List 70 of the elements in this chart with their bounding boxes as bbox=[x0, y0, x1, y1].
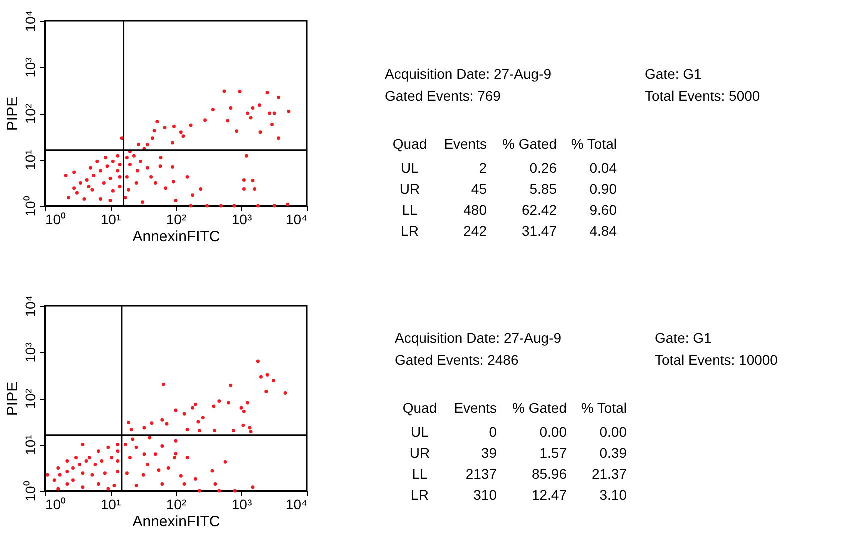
x-axis-title: AnnexinFITC bbox=[132, 228, 220, 246]
text: 0.00 bbox=[540, 424, 568, 440]
text: 0.00 bbox=[600, 424, 628, 440]
x-tick-label: 10³ bbox=[232, 212, 252, 228]
text: 12.47 bbox=[532, 487, 568, 503]
text: Gated Events: 2486 bbox=[395, 352, 519, 368]
text: 21.37 bbox=[592, 466, 628, 482]
y-tick-label: 10¹ bbox=[22, 434, 38, 456]
text: UR bbox=[400, 181, 420, 197]
text: % Total bbox=[571, 136, 617, 152]
text: LL bbox=[412, 466, 428, 482]
y-tick-label: 10³ bbox=[22, 57, 38, 78]
text: Quad bbox=[402, 400, 438, 416]
text: Total Events: 10000 bbox=[655, 352, 778, 368]
y-tick-label: 10⁴ bbox=[22, 10, 38, 32]
x-tick-label: 10⁰ bbox=[46, 212, 66, 228]
x-tick-label: 10⁴ bbox=[286, 496, 308, 512]
y-tick-label: 10³ bbox=[22, 342, 38, 363]
text: 9.60 bbox=[590, 202, 618, 218]
text: Gated Events: 769 bbox=[385, 88, 502, 104]
x-tick-label: 10⁰ bbox=[46, 496, 66, 512]
text: 0.04 bbox=[590, 160, 618, 176]
text: 5.85 bbox=[530, 181, 558, 197]
text: 85.96 bbox=[532, 466, 568, 482]
text: Total Events: 5000 bbox=[645, 88, 760, 104]
text: Acquisition Date: 27-Aug-9 bbox=[385, 66, 552, 82]
y-tick-label: 10² bbox=[22, 104, 38, 124]
text: 0.26 bbox=[530, 160, 558, 176]
x-tick-label: 10¹ bbox=[100, 212, 122, 228]
text: Events bbox=[444, 136, 487, 152]
text: 62.42 bbox=[522, 202, 558, 218]
text: LL bbox=[402, 202, 418, 218]
text: 480 bbox=[464, 202, 488, 218]
text: Gate: G1 bbox=[655, 330, 712, 346]
text: 31.47 bbox=[522, 223, 558, 239]
text: % Gated bbox=[502, 136, 557, 152]
x-tick-label: 10¹ bbox=[100, 496, 122, 512]
y-axis-title: PIPE bbox=[4, 382, 22, 416]
text: % Gated bbox=[512, 400, 567, 416]
text: 310 bbox=[474, 487, 498, 503]
text: UL bbox=[411, 424, 430, 440]
x-tick-label: 10² bbox=[166, 496, 187, 512]
text: 2137 bbox=[466, 466, 498, 482]
x-tick-label: 10³ bbox=[232, 496, 252, 512]
text: 0.90 bbox=[590, 181, 618, 197]
x-axis-title: AnnexinFITC bbox=[132, 514, 220, 530]
text: UL bbox=[401, 160, 420, 176]
text: % Total bbox=[581, 400, 627, 416]
y-axis-title: PIPE bbox=[4, 96, 22, 132]
text: Gate: G1 bbox=[645, 66, 702, 82]
x-tick-label: 10² bbox=[166, 212, 187, 228]
y-tick-label: 10⁴ bbox=[22, 296, 38, 318]
y-tick-label: 10¹ bbox=[22, 150, 38, 170]
text: Acquisition Date: 27-Aug-9 bbox=[395, 330, 562, 346]
text: UR bbox=[410, 445, 430, 461]
text: 242 bbox=[464, 223, 488, 239]
text: 45 bbox=[471, 181, 488, 197]
text: 4.84 bbox=[590, 223, 618, 239]
text: 1.57 bbox=[540, 445, 568, 461]
text: LR bbox=[401, 223, 419, 239]
text: 3.10 bbox=[600, 487, 628, 503]
text: 2 bbox=[479, 160, 488, 176]
text: LR bbox=[411, 487, 429, 503]
text: 39 bbox=[481, 445, 498, 461]
x-tick-label: 10⁴ bbox=[286, 212, 308, 228]
text: 0 bbox=[489, 424, 498, 440]
text: 0.39 bbox=[600, 445, 628, 461]
text: Events bbox=[454, 400, 497, 416]
y-tick-label: 10² bbox=[22, 388, 38, 410]
text: Quad bbox=[392, 136, 428, 152]
